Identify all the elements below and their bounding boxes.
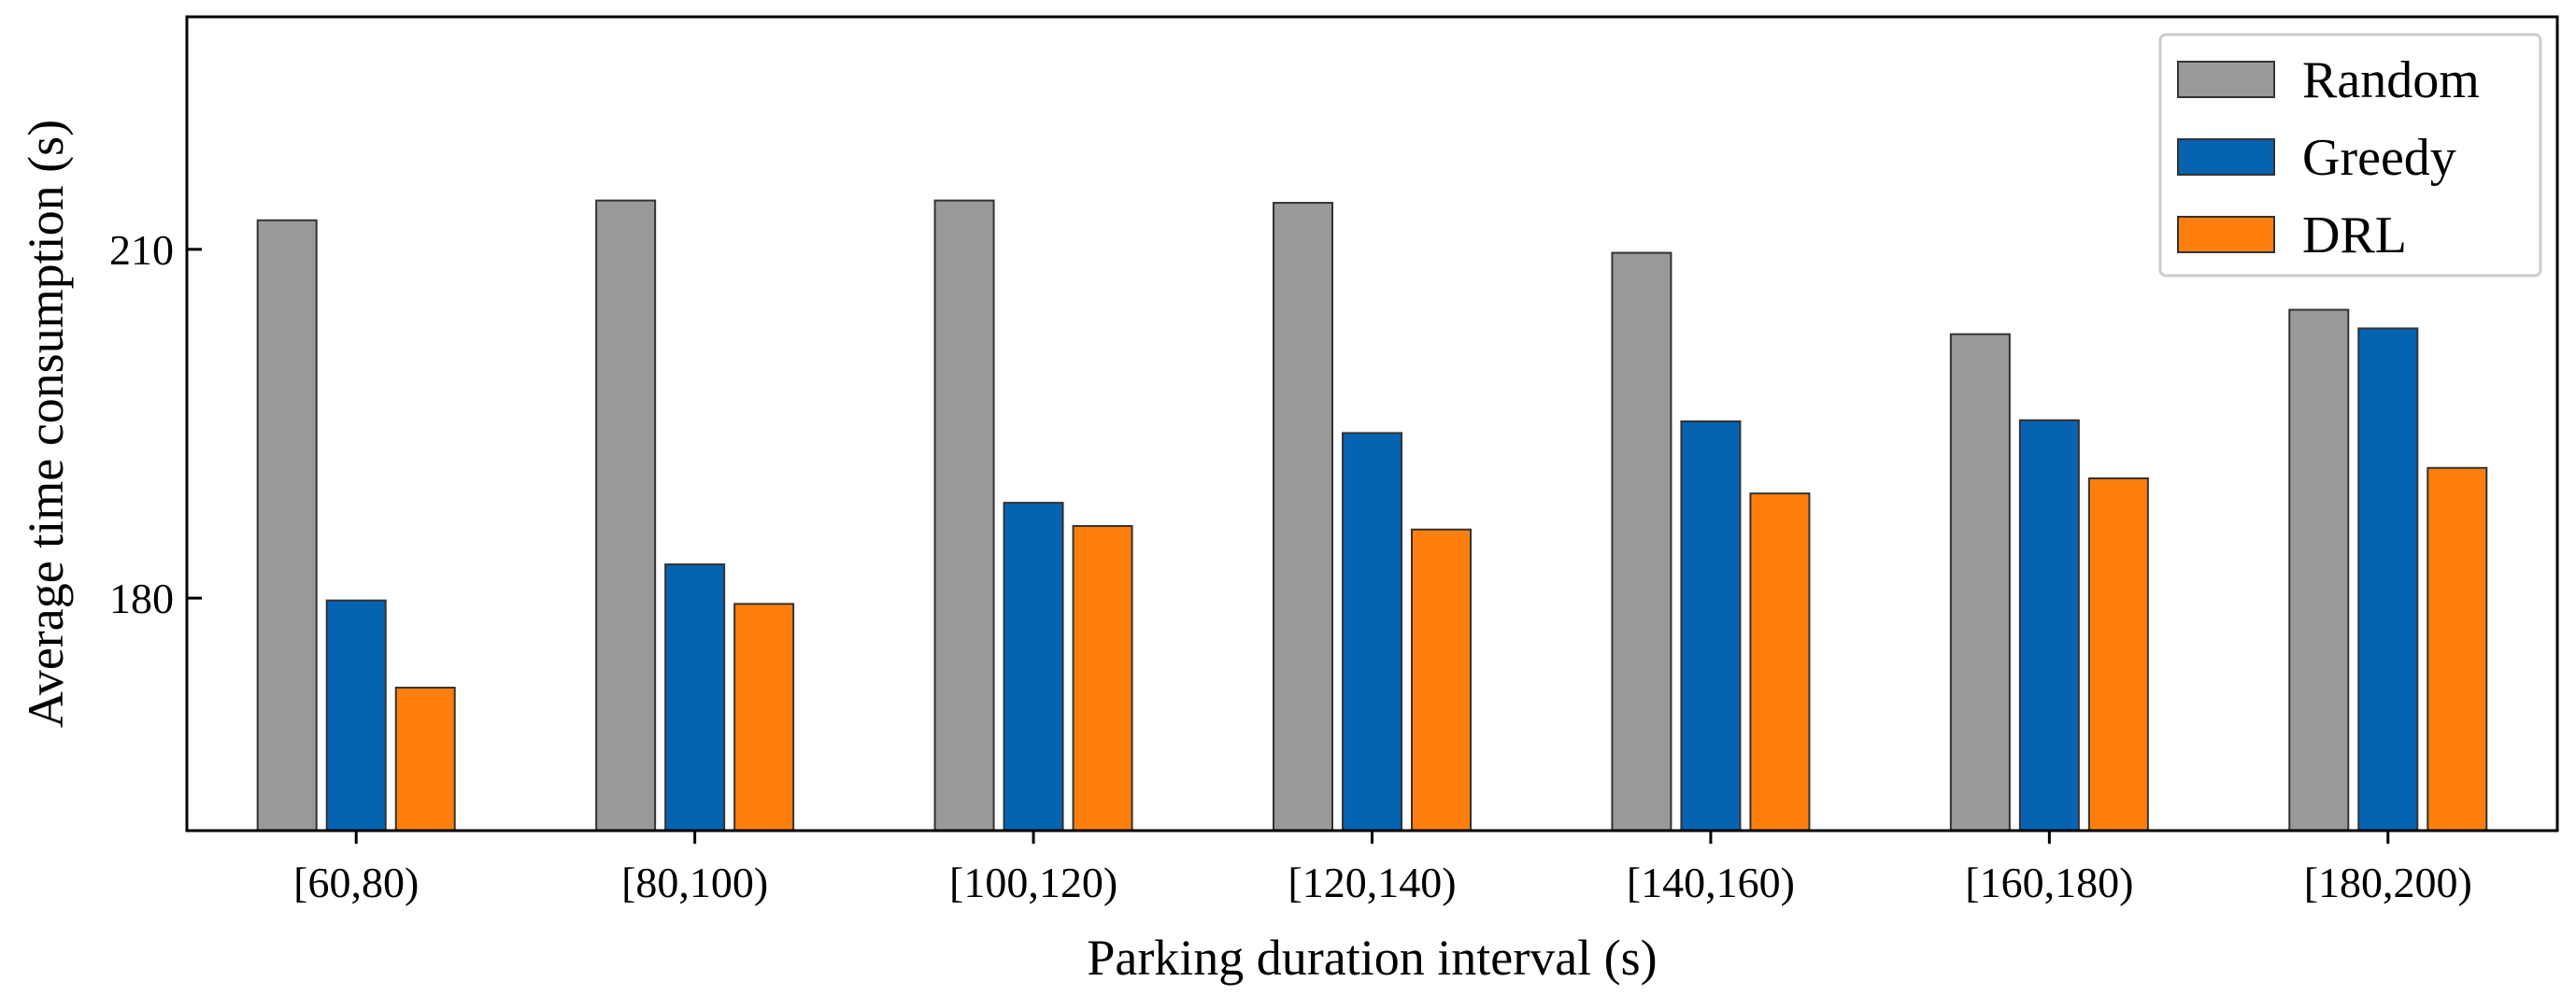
bar-greedy-6: [2018, 419, 2080, 832]
y-axis-title: Average time consumption (s): [18, 120, 74, 728]
bar-random-3: [933, 199, 995, 832]
bars-layer: [256, 199, 2488, 832]
legend-swatch-drl: [2177, 216, 2275, 253]
bar-drl-4: [1411, 528, 1472, 832]
bar-random-4: [1273, 202, 1333, 832]
x-tick-label: [140,160): [1627, 859, 1795, 906]
y-tick-label: 180: [109, 575, 174, 622]
x-tick-label: [60,80): [293, 859, 419, 906]
x-tick-label: [180,200): [2304, 859, 2472, 906]
bar-drl-6: [2087, 477, 2149, 832]
bar-random-7: [2288, 308, 2350, 832]
x-axis: [60,80) [80,100) [100,120) [120,140) [140,16…: [293, 831, 2472, 906]
legend-swatch-greedy: [2177, 138, 2275, 176]
bar-greedy-2: [664, 563, 726, 832]
y-axis: 180 210: [109, 226, 202, 622]
bar-greedy-4: [1342, 432, 1402, 832]
bar-random-1: [256, 219, 318, 832]
legend-label-greedy: Greedy: [2302, 129, 2456, 187]
x-tick-label: [160,180): [1965, 859, 2133, 906]
y-tick-label: 210: [109, 226, 174, 274]
x-tick-label: [120,140): [1288, 859, 1456, 906]
bar-drl-2: [733, 603, 795, 832]
bar-greedy-5: [1680, 420, 1742, 832]
x-axis-title: Parking duration interval (s): [1087, 930, 1657, 986]
bar-drl-5: [1749, 492, 1811, 832]
bar-drl-3: [1072, 524, 1133, 832]
legend-label-random: Random: [2302, 51, 2480, 109]
bar-greedy-7: [2357, 327, 2419, 832]
x-tick-label: [100,120): [949, 859, 1117, 906]
bar-random-5: [1611, 251, 1672, 832]
bar-greedy-3: [1003, 502, 1064, 832]
bar-random-2: [595, 199, 657, 832]
bar-drl-7: [2427, 466, 2488, 832]
legend-label-drl: DRL: [2302, 206, 2407, 264]
legend-swatch-random: [2177, 61, 2275, 98]
bar-greedy-1: [325, 599, 387, 832]
legend: Random Greedy DRL: [2158, 33, 2542, 277]
bar-drl-1: [394, 686, 456, 832]
bar-random-6: [1949, 333, 2011, 832]
x-tick-label: [80,100): [621, 859, 768, 906]
